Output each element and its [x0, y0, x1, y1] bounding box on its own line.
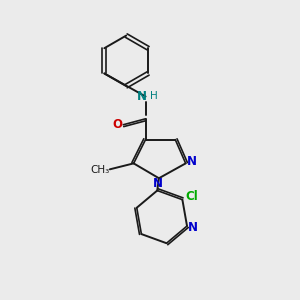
Text: N: N	[188, 221, 198, 234]
Text: CH₃: CH₃	[91, 165, 110, 175]
Text: O: O	[112, 118, 122, 131]
Text: N: N	[187, 155, 197, 168]
Text: N: N	[152, 177, 162, 190]
Text: H: H	[150, 91, 158, 101]
Text: N: N	[137, 90, 147, 103]
Text: Cl: Cl	[185, 190, 198, 203]
